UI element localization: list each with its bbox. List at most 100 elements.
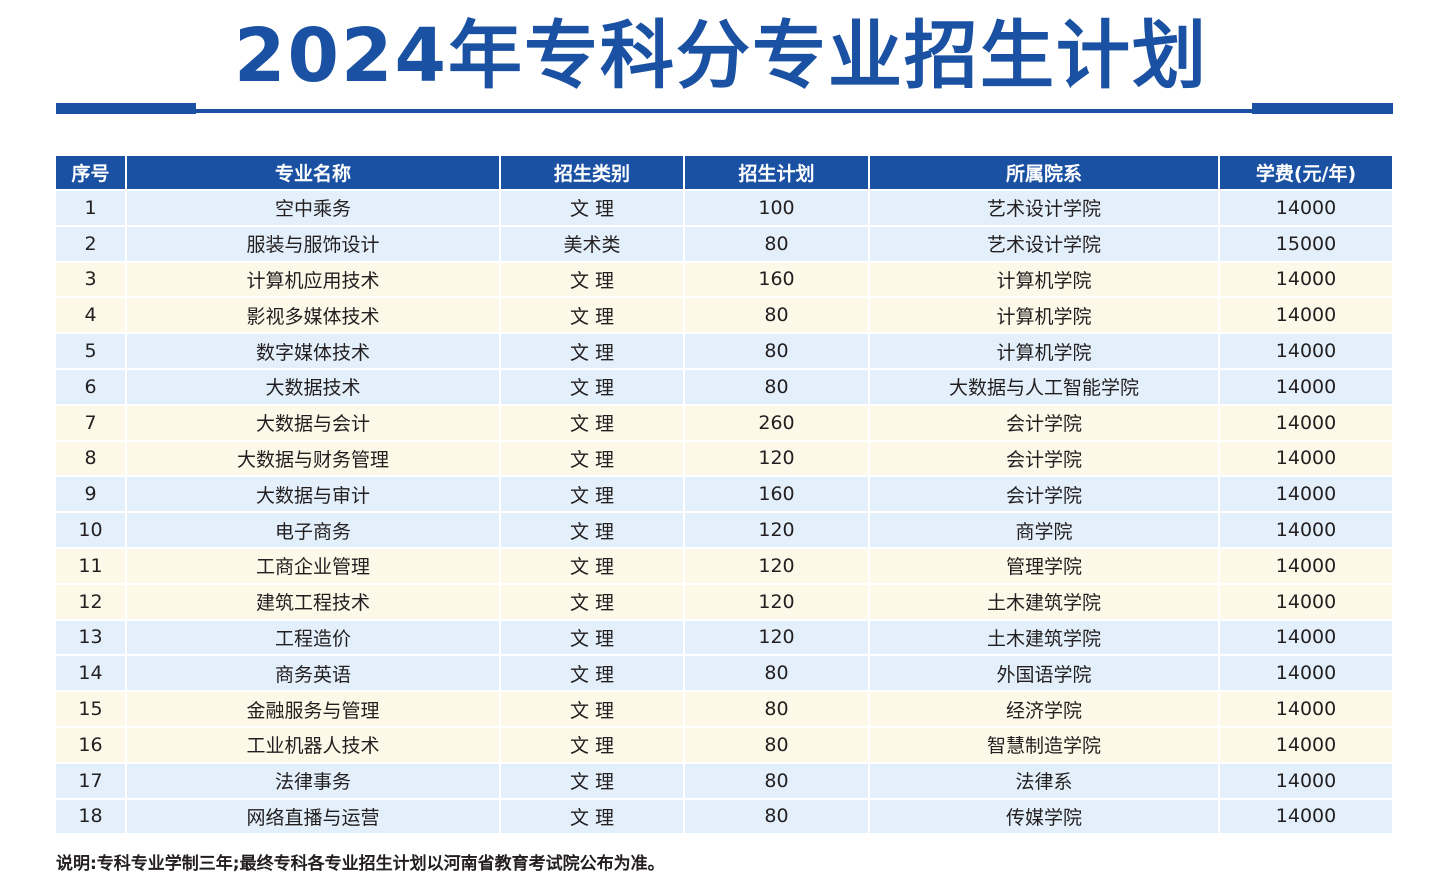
table-row: 2 服装与服饰设计 美术类 80 艺术设计学院 15000 bbox=[56, 225, 1392, 263]
cell-quota: 160 bbox=[684, 261, 870, 299]
cell-department: 艺术设计学院 bbox=[869, 190, 1220, 227]
header-tuition: 学费(元/年) bbox=[1219, 156, 1392, 191]
cell-department: 法律系 bbox=[869, 762, 1220, 800]
cell-department: 土木建筑学院 bbox=[869, 583, 1220, 621]
cell-quota: 100 bbox=[684, 190, 870, 227]
cell-department: 经济学院 bbox=[869, 691, 1220, 728]
table-row: 5 数字媒体技术文 理 80 计算机学院 14000 bbox=[56, 333, 1392, 370]
cell-major-name: 网络直播与运营 bbox=[126, 798, 501, 836]
cell-tuition: 14000 bbox=[1219, 297, 1392, 335]
cell-tuition: 14000 bbox=[1219, 583, 1392, 621]
cell-major-name: 大数据与财务管理 bbox=[126, 440, 501, 478]
cell-category: 文 理 bbox=[500, 547, 685, 585]
cell-category: 文 理 bbox=[500, 762, 685, 800]
page-title: 2024年专科分专业招生计划 bbox=[234, 13, 1208, 99]
cell-category: 文 理 bbox=[500, 297, 685, 335]
cell-major-name: 大数据技术 bbox=[126, 368, 501, 406]
cell-index: 2 bbox=[56, 225, 127, 263]
cell-index: 12 bbox=[56, 583, 127, 621]
cell-quota: 120 bbox=[684, 440, 870, 478]
cell-department: 会计学院 bbox=[869, 440, 1220, 478]
table-row: 13 工程造价文 理 120 土木建筑学院 14000 bbox=[56, 619, 1392, 657]
table-row: 11 工商企业管理文 理 120 管理学院 14000 bbox=[56, 547, 1392, 585]
cell-quota: 80 bbox=[684, 726, 870, 764]
cell-quota: 120 bbox=[684, 619, 870, 657]
cell-tuition: 14000 bbox=[1219, 333, 1392, 370]
cell-major-name: 影视多媒体技术 bbox=[126, 297, 501, 335]
table-row: 15 金融服务与管理文 理 80 经济学院 14000 bbox=[56, 691, 1392, 728]
cell-major-name: 计算机应用技术 bbox=[126, 261, 501, 299]
title-underline-left-tab bbox=[56, 103, 196, 114]
table-row: 18 网络直播与运营文 理 80 传媒学院 14000 bbox=[56, 798, 1392, 836]
cell-quota: 120 bbox=[684, 512, 870, 549]
cell-major-name: 金融服务与管理 bbox=[126, 691, 501, 728]
table-row: 1 空中乘务文 理 100 艺术设计学院 14000 bbox=[56, 190, 1392, 227]
cell-department: 智慧制造学院 bbox=[869, 726, 1220, 764]
cell-index: 6 bbox=[56, 368, 127, 406]
cell-major-name: 工商企业管理 bbox=[126, 547, 501, 585]
cell-quota: 120 bbox=[684, 583, 870, 621]
cell-tuition: 14000 bbox=[1219, 404, 1392, 442]
cell-department: 土木建筑学院 bbox=[869, 619, 1220, 657]
cell-tuition: 14000 bbox=[1219, 476, 1392, 514]
cell-major-name: 商务英语 bbox=[126, 655, 501, 693]
cell-category: 文 理 bbox=[500, 368, 685, 406]
cell-tuition: 14000 bbox=[1219, 261, 1392, 299]
header-index: 序号 bbox=[56, 156, 127, 191]
cell-quota: 80 bbox=[684, 762, 870, 800]
cell-category: 文 理 bbox=[500, 190, 685, 227]
cell-major-name: 工程造价 bbox=[126, 619, 501, 657]
cell-major-name: 大数据与审计 bbox=[126, 476, 501, 514]
table-body: 1 空中乘务文 理 100 艺术设计学院 14000 2 服装与服饰设计 美术类 80 艺术设计学… bbox=[56, 190, 1392, 836]
cell-tuition: 14000 bbox=[1219, 368, 1392, 406]
cell-quota: 80 bbox=[684, 368, 870, 406]
table-row: 4 影视多媒体技术文 理 80 计算机学院 14000 bbox=[56, 297, 1392, 335]
cell-category: 文 理 bbox=[500, 512, 685, 549]
cell-index: 1 bbox=[56, 190, 127, 227]
table-row: 17 法律事务文 理 80 法律系 14000 bbox=[56, 762, 1392, 800]
cell-tuition: 14000 bbox=[1219, 655, 1392, 693]
title-underline-right-tab bbox=[1252, 103, 1393, 114]
cell-category: 文 理 bbox=[500, 440, 685, 478]
table-row: 10 电子商务文 理 120 商学院 14000 bbox=[56, 512, 1392, 549]
cell-major-name: 电子商务 bbox=[126, 512, 501, 549]
cell-department: 商学院 bbox=[869, 512, 1220, 549]
cell-category: 文 理 bbox=[500, 619, 685, 657]
table-row: 9 大数据与审计文 理 160 会计学院 14000 bbox=[56, 476, 1392, 514]
cell-index: 14 bbox=[56, 655, 127, 693]
cell-tuition: 14000 bbox=[1219, 798, 1392, 836]
cell-tuition: 14000 bbox=[1219, 691, 1392, 728]
cell-quota: 80 bbox=[684, 655, 870, 693]
cell-tuition: 14000 bbox=[1219, 726, 1392, 764]
cell-index: 9 bbox=[56, 476, 127, 514]
cell-major-name: 空中乘务 bbox=[126, 190, 501, 227]
cell-category: 文 理 bbox=[500, 655, 685, 693]
cell-tuition: 14000 bbox=[1219, 547, 1392, 585]
cell-quota: 120 bbox=[684, 547, 870, 585]
cell-index: 13 bbox=[56, 619, 127, 657]
cell-quota: 80 bbox=[684, 333, 870, 370]
cell-index: 5 bbox=[56, 333, 127, 370]
cell-index: 18 bbox=[56, 798, 127, 836]
cell-quota: 80 bbox=[684, 297, 870, 335]
cell-tuition: 14000 bbox=[1219, 619, 1392, 657]
cell-department: 传媒学院 bbox=[869, 798, 1220, 836]
table-row: 16 工业机器人技术文 理 80 智慧制造学院 14000 bbox=[56, 726, 1392, 764]
cell-index: 8 bbox=[56, 440, 127, 478]
header-category: 招生类别 bbox=[500, 156, 685, 191]
header-major-name: 专业名称 bbox=[126, 156, 501, 191]
cell-tuition: 14000 bbox=[1219, 512, 1392, 549]
cell-department: 计算机学院 bbox=[869, 261, 1220, 299]
cell-major-name: 服装与服饰设计 bbox=[126, 225, 501, 263]
cell-department: 艺术设计学院 bbox=[869, 225, 1220, 263]
table-row: 6 大数据技术文 理 80 大数据与人工智能学院 14000 bbox=[56, 368, 1392, 406]
cell-category: 文 理 bbox=[500, 476, 685, 514]
cell-quota: 80 bbox=[684, 225, 870, 263]
cell-index: 16 bbox=[56, 726, 127, 764]
cell-quota: 160 bbox=[684, 476, 870, 514]
cell-category: 文 理 bbox=[500, 404, 685, 442]
cell-department: 会计学院 bbox=[869, 476, 1220, 514]
cell-department: 管理学院 bbox=[869, 547, 1220, 585]
header-quota: 招生计划 bbox=[684, 156, 870, 191]
